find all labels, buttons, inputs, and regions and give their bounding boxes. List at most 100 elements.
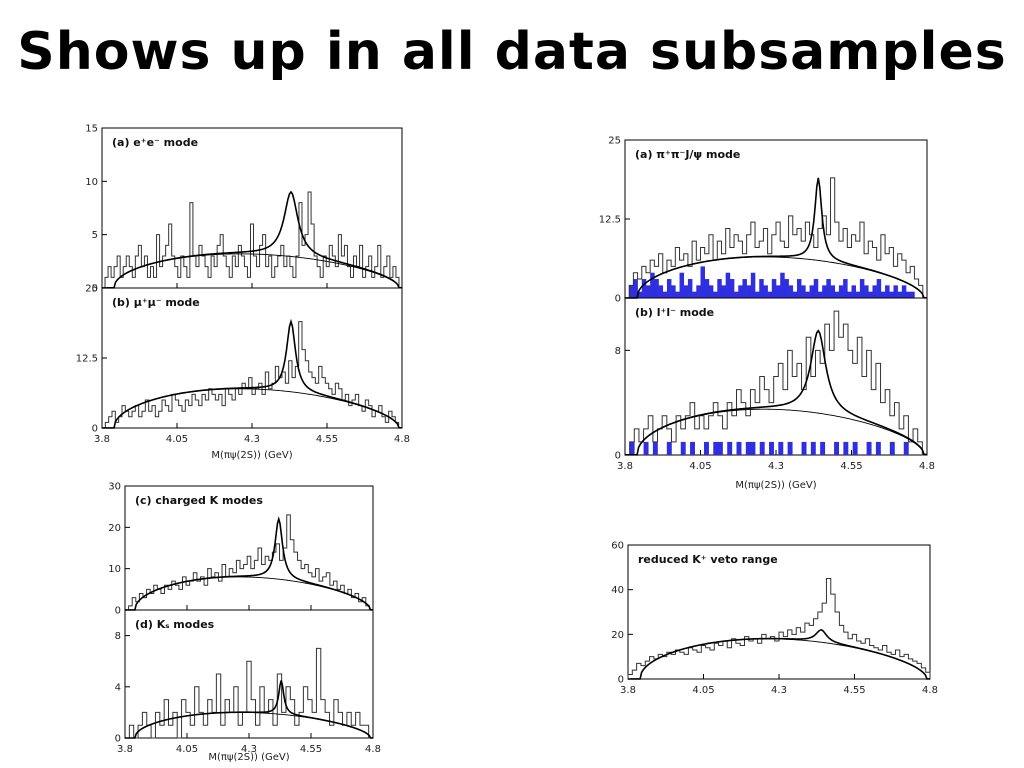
shaded-bin [771,279,777,298]
shaded-bin [679,272,685,298]
shaded-bin [820,441,826,455]
shaded-bin [889,291,894,298]
panel-label: (d) Kₛ modes [135,618,215,631]
fit-curve [625,177,928,299]
panel-label: (b) l⁺l⁻ mode [635,306,714,319]
shaded-bin [750,441,756,455]
shaded-bin [810,441,816,455]
shaded-bin [755,291,760,298]
shaded-bin [675,291,680,298]
panel-2: 0 8 (b) l⁺l⁻ mode [615,297,928,462]
shaded-bin [759,279,764,298]
histogram [625,310,927,456]
shaded-bin [792,291,798,298]
shaded-bin [725,272,731,298]
shaded-bin [901,285,907,298]
x-tick-label: 4.3 [771,685,787,696]
fit-curve [125,516,374,611]
shaded-bin [843,441,849,455]
shaded-bin [868,291,873,298]
panel-label: (a) e⁺e⁻ mode [112,136,198,149]
y-tick-label: 15 [85,124,98,135]
shaded-bin [805,291,810,298]
shaded-bin [652,441,658,455]
panel-2: 0 4 8 (d) Kₛ modes [115,609,374,745]
shaded-bin [654,279,659,298]
x-tick-label: 4.55 [316,434,338,445]
shaded-bin [704,279,710,298]
shaded-bin [645,285,651,298]
x-tick-label: 4.8 [922,685,938,696]
shaded-bin [897,291,903,298]
shaded-bin [889,441,895,455]
histogram [627,578,931,679]
shaded-bin [767,291,773,298]
shaded-bin [641,279,647,298]
y-tick-label: 25 [608,136,621,147]
x-tick-label: 4.05 [166,434,188,445]
shaded-bin [826,279,831,298]
fit-curve [102,318,402,429]
shaded-bin [680,441,686,455]
shaded-bin [784,279,789,298]
shaded-bin [690,441,695,455]
shaded-bin [683,285,689,298]
panel-1: 0 20 40 60 reduced K⁺ veto range [611,541,931,686]
shaded-bin [813,279,819,298]
shaded-bin [910,291,915,298]
shaded-bin [780,272,785,298]
shaded-bin [801,441,807,455]
shaded-bin [830,285,836,298]
chart-left-top: 0 5 10 15 (a) e⁺e⁻ mode 0 12.5 25 (b) μ⁺μ⁻ mode 3… [76,124,410,462]
shaded-bin [696,285,701,298]
y-tick-label: 0 [615,451,621,462]
x-tick-label: 4.05 [692,685,714,696]
panel-1: 0 5 10 15 (a) e⁺e⁻ mode [85,124,403,295]
shaded-bin [745,441,751,455]
panel-frame [101,287,403,429]
shaded-bin [633,279,638,298]
shaded-bin [876,279,882,298]
shaded-bin [864,285,869,298]
shaded-bin [843,279,848,298]
panel-1: 0 12.5 25 (a) π⁺π⁻J/ψ mode [599,136,928,305]
shaded-bin [666,441,672,455]
shaded-bin [851,285,856,298]
fit-curve [628,629,930,680]
chart-right-top: 0 12.5 25 (a) π⁺π⁻J/ψ mode 0 8 (b) l⁺l⁻ mode 3.… [599,136,935,492]
panel-2: 0 12.5 25 (b) μ⁺μ⁻ mode [76,284,403,435]
panel-label: (a) π⁺π⁻J/ψ mode [635,148,740,161]
fit-curve [625,329,928,456]
y-tick-label: 8 [115,631,121,642]
histogram [102,191,402,289]
y-tick-label: 0 [615,294,621,305]
shaded-bin [834,291,840,298]
shaded-bin [855,291,861,298]
shaded-bin [885,285,890,298]
shaded-bin [788,285,794,298]
y-tick-label: 0 [115,734,121,745]
shaded-bin [713,291,718,298]
shaded-bin [734,291,739,298]
shaded-bin [822,285,827,298]
x-tick-label: 3.8 [620,685,636,696]
y-tick-label: 40 [611,585,624,596]
shaded-bin [666,279,672,298]
x-tick-label: 3.8 [617,461,633,472]
shaded-bin [880,291,886,298]
x-axis-label: M(πψ(2S)) (GeV) [735,480,816,491]
shaded-bin [852,441,858,455]
shaded-bin [859,279,865,298]
x-tick-label: 4.3 [244,434,260,445]
shaded-bin [750,272,756,298]
x-axis-label: M(πψ(2S)) (GeV) [208,752,289,763]
y-tick-label: 10 [85,177,98,188]
shaded-bin [809,285,815,298]
background-curve [628,638,930,680]
shaded-bin [875,441,881,455]
y-tick-label: 60 [611,541,624,552]
shaded-bin [662,291,668,298]
shaded-bin [903,441,909,455]
panel-label: reduced K⁺ veto range [638,553,778,566]
shaded-bin [643,441,649,455]
